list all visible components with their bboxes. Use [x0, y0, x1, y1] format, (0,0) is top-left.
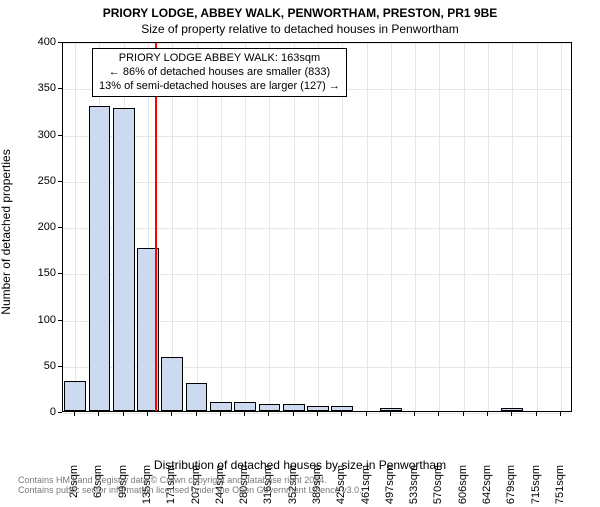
gridline-v: [294, 43, 295, 411]
bar: [380, 408, 402, 411]
bar: [89, 106, 111, 411]
gridline-v: [512, 43, 513, 411]
bar: [113, 108, 135, 411]
x-axis-label: Distribution of detached houses by size …: [0, 458, 600, 472]
xtick-mark: [487, 412, 488, 416]
gridline-v: [464, 43, 465, 411]
title-sub: Size of property relative to detached ho…: [0, 20, 600, 36]
marker-line: [155, 43, 157, 411]
bar: [331, 406, 353, 411]
xtick-mark: [147, 412, 148, 416]
ytick-mark: [58, 181, 62, 182]
ytick-label: 150: [16, 267, 56, 279]
gridline-h: [63, 228, 571, 229]
ytick-label: 100: [16, 314, 56, 326]
xtick-mark: [511, 412, 512, 416]
title-main: PRIORY LODGE, ABBEY WALK, PENWORTHAM, PR…: [0, 0, 600, 20]
gridline-v: [537, 43, 538, 411]
y-axis-label: Number of detached properties: [0, 149, 13, 314]
xtick-mark: [171, 412, 172, 416]
bar: [64, 381, 86, 411]
xtick-mark: [341, 412, 342, 416]
gridline-h: [63, 136, 571, 137]
gridline-v: [221, 43, 222, 411]
bar: [210, 402, 232, 411]
ytick-label: 250: [16, 175, 56, 187]
ytick-label: 200: [16, 221, 56, 233]
ytick-label: 350: [16, 82, 56, 94]
ytick-label: 300: [16, 129, 56, 141]
ytick-mark: [58, 320, 62, 321]
gridline-h: [63, 43, 571, 44]
ytick-mark: [58, 412, 62, 413]
bar: [234, 402, 256, 411]
bar: [501, 408, 523, 411]
bar: [161, 357, 183, 411]
xtick-mark: [317, 412, 318, 416]
ytick-mark: [58, 88, 62, 89]
xtick-mark: [463, 412, 464, 416]
annotation-line-1: PRIORY LODGE ABBEY WALK: 163sqm: [99, 52, 340, 66]
annotation-box: PRIORY LODGE ABBEY WALK: 163sqm ← 86% of…: [92, 48, 347, 97]
gridline-v: [342, 43, 343, 411]
xtick-mark: [123, 412, 124, 416]
xtick-mark: [196, 412, 197, 416]
xtick-mark: [438, 412, 439, 416]
gridline-v: [488, 43, 489, 411]
gridline-v: [439, 43, 440, 411]
ytick-mark: [58, 135, 62, 136]
annotation-line-3: 13% of semi-detached houses are larger (…: [99, 80, 340, 94]
xtick-mark: [536, 412, 537, 416]
xtick-mark: [390, 412, 391, 416]
gridline-h: [63, 182, 571, 183]
gridline-v: [245, 43, 246, 411]
ytick-mark: [58, 366, 62, 367]
xtick-mark: [244, 412, 245, 416]
annotation-line-2: ← 86% of detached houses are smaller (83…: [99, 66, 340, 80]
gridline-v: [269, 43, 270, 411]
ytick-mark: [58, 227, 62, 228]
xtick-mark: [220, 412, 221, 416]
gridline-v: [561, 43, 562, 411]
ytick-label: 50: [16, 360, 56, 372]
bar: [186, 383, 208, 411]
xtick-mark: [74, 412, 75, 416]
xtick-mark: [268, 412, 269, 416]
gridline-v: [367, 43, 368, 411]
gridline-v: [197, 43, 198, 411]
ytick-mark: [58, 273, 62, 274]
xtick-mark: [560, 412, 561, 416]
gridline-v: [415, 43, 416, 411]
ytick-label: 0: [16, 406, 56, 418]
xtick-mark: [366, 412, 367, 416]
bar: [283, 404, 305, 411]
ytick-mark: [58, 42, 62, 43]
bar: [307, 406, 329, 411]
plot-area: [62, 42, 572, 412]
xtick-mark: [293, 412, 294, 416]
footer-line-2: Contains public sector information licen…: [18, 486, 362, 496]
xtick-mark: [98, 412, 99, 416]
gridline-v: [318, 43, 319, 411]
gridline-v: [172, 43, 173, 411]
gridline-v: [75, 43, 76, 411]
chart-container: PRIORY LODGE, ABBEY WALK, PENWORTHAM, PR…: [0, 0, 600, 500]
bar: [259, 404, 281, 411]
ytick-label: 400: [16, 36, 56, 48]
gridline-v: [391, 43, 392, 411]
footer: Contains HM Land Registry data © Crown c…: [18, 476, 362, 496]
xtick-mark: [414, 412, 415, 416]
